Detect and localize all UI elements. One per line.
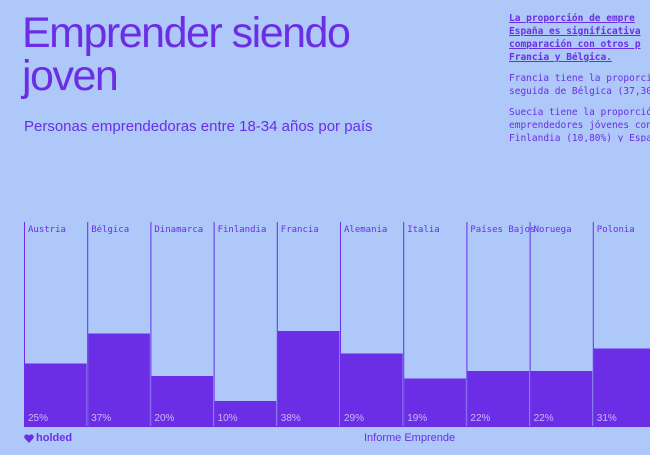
category-label: Bélgica [91, 224, 129, 235]
value-label: 20% [154, 413, 174, 424]
side-paragraph-2: Suecia tiene la proporción m emprendedor… [509, 106, 650, 142]
value-label: 19% [407, 413, 427, 424]
bar [593, 348, 650, 426]
side-para-line: seguida de Bélgica (37,30%) [509, 86, 650, 97]
bar [404, 378, 466, 426]
bar [277, 331, 340, 426]
side-para-line: Francia tiene la proporción [509, 73, 650, 84]
chart-title: Emprender siendo joven [22, 9, 351, 100]
category-label: Alemania [344, 225, 387, 235]
value-label: 37% [91, 413, 111, 424]
value-label: 22% [534, 413, 554, 424]
chart-subtitle: Personas emprendedoras entre 18-34 años … [24, 118, 373, 135]
value-label: 29% [344, 413, 364, 424]
brand-logo: holded [24, 432, 72, 444]
bar [88, 333, 150, 426]
side-text: La proporción de empre España es signifi… [509, 12, 650, 142]
category-label: Dinamarca [154, 225, 203, 235]
side-para-line: Finlandia (10,80%) y España [509, 133, 650, 142]
side-paragraph-1: Francia tiene la proporción seguida de B… [509, 72, 650, 98]
bar [151, 376, 214, 426]
value-label: 31% [597, 413, 617, 424]
category-label: Francia [281, 225, 319, 235]
value-label: 10% [218, 413, 238, 424]
category-label: Austria [28, 225, 66, 235]
value-label: 25% [28, 413, 48, 424]
footer-report-title: Informe Emprende [364, 432, 456, 444]
category-label: Países Bajos [470, 225, 535, 235]
side-lead-line: comparación con otros p [509, 39, 641, 50]
side-para-line: emprendedores jóvenes con un [509, 120, 650, 131]
side-lead-line: España es significativa [509, 26, 641, 37]
category-label: Finlandia [218, 225, 267, 235]
side-lead-line: Francia y Bélgica. [509, 52, 612, 63]
heart-icon [24, 433, 34, 443]
value-label: 38% [281, 413, 301, 424]
bar [25, 363, 87, 426]
bar [530, 371, 593, 426]
category-label: Italia [407, 225, 440, 235]
brand-logo-text: holded [36, 432, 73, 444]
category-label: Polonia [597, 225, 635, 235]
bar [341, 353, 403, 426]
side-lead-line: La proporción de empre [509, 13, 635, 24]
side-lead: La proporción de empre España es signifi… [509, 12, 650, 64]
bar [467, 371, 530, 426]
category-label: Noruega [534, 225, 572, 235]
side-para-line: Suecia tiene la proporción m [509, 107, 650, 118]
value-label: 22% [470, 413, 490, 424]
bar [214, 401, 277, 426]
